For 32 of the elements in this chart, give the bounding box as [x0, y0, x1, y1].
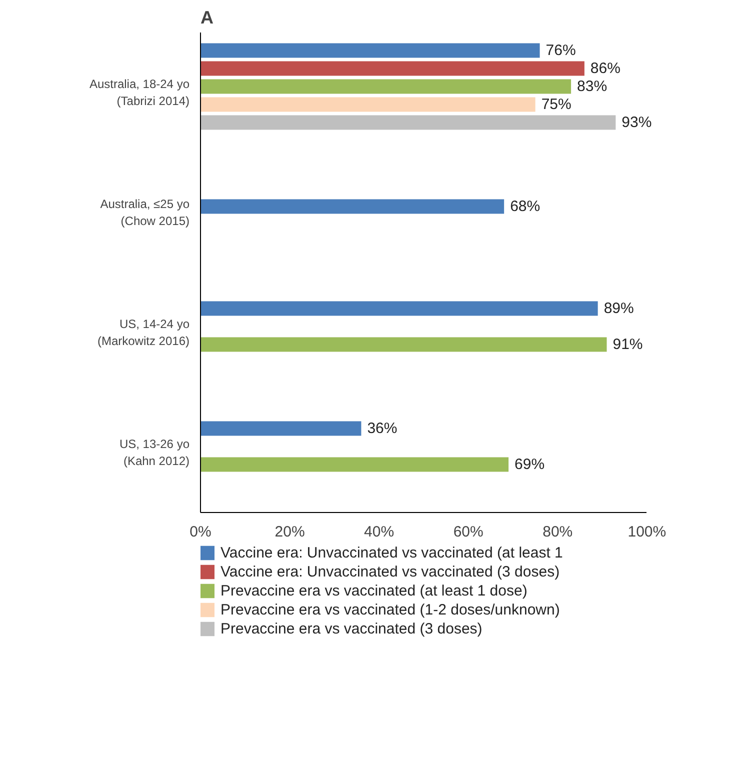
data-label: 91%: [612, 336, 643, 353]
bar: [200, 79, 572, 94]
data-label: 69%: [514, 456, 545, 473]
bar: [200, 115, 616, 130]
legend-label: Vaccine era: Unvaccinated vs vaccinated (3 doses): [220, 564, 560, 580]
x-tick-label: 40%: [364, 524, 394, 540]
chart-title: A: [200, 8, 214, 28]
y-tick-label: Australia, ≤25 yo (Chow 2015): [100, 197, 190, 228]
data-label: 68%: [510, 198, 540, 215]
legend-label: Prevaccine era vs vaccinated (at least 1 dose): [220, 582, 528, 600]
bar: [200, 457, 509, 472]
x-tick-label: 20%: [274, 524, 305, 540]
x-tick-label: 80%: [542, 524, 573, 540]
legend-label: Prevaccine era vs vaccinated (1-2 doses/unknown): [220, 602, 560, 618]
data-label: 76%: [546, 42, 576, 59]
x-tick-label: 60%: [453, 524, 484, 540]
y-tick-label: US, 13-26 yo (Kahn 2012): [119, 437, 190, 468]
bar: [200, 301, 598, 316]
data-label: 36%: [367, 420, 398, 437]
bar: [200, 97, 536, 112]
y-tick-label: US, 14-24 yo (Markowitz 2016): [97, 317, 190, 348]
legend-label: Prevaccine era vs vaccinated (3 doses): [220, 620, 482, 638]
bar: [200, 61, 584, 76]
y-tick-label: Australia, 18-24 yo (Tabrizi 2014): [89, 77, 190, 108]
x-tick-label: 0%: [190, 524, 212, 540]
x-tick-label: 100%: [628, 524, 666, 540]
data-label: 93%: [622, 114, 652, 131]
data-label: 83%: [577, 78, 608, 95]
data-label: 89%: [604, 300, 634, 317]
data-label: 75%: [541, 96, 572, 113]
legend-label: Vaccine era: Unvaccinated vs vaccinated (at least 1: [220, 544, 563, 562]
data-label: 86%: [590, 60, 620, 77]
